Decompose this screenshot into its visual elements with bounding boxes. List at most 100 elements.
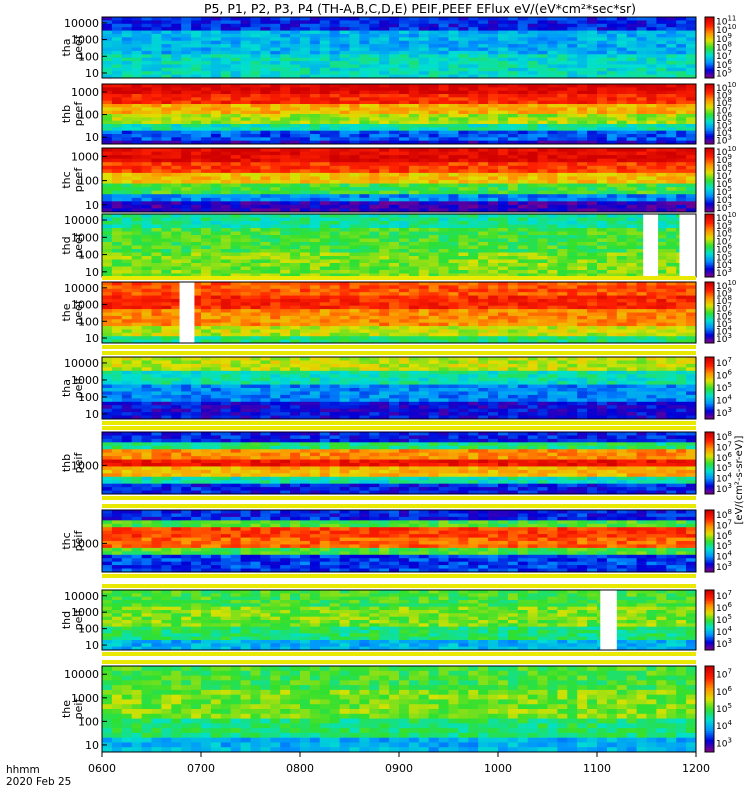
heatmap-cell [151, 40, 162, 45]
heatmap-cell [102, 87, 113, 92]
heatmap-cell [517, 252, 529, 257]
heatmap-cell [458, 214, 469, 219]
heatmap-cell [458, 90, 469, 95]
heatmap-cell [349, 217, 360, 222]
heatmap-cell [557, 231, 568, 236]
heatmap-cell [339, 201, 351, 206]
heatmap-cell [171, 270, 182, 275]
heatmap-cell [507, 148, 519, 153]
heatmap-cell [319, 67, 331, 72]
colorbar-swatch [705, 109, 714, 112]
heatmap-cell [121, 20, 133, 25]
heatmap-cell [250, 44, 261, 49]
heatmap-cell [349, 201, 360, 206]
heatmap-cell [131, 27, 143, 32]
heatmap-cell [240, 285, 252, 290]
heatmap-cell [438, 249, 450, 254]
heatmap-cell [418, 44, 430, 49]
heatmap-cell [369, 50, 380, 55]
heatmap-cell [389, 27, 400, 32]
heatmap-cell [240, 295, 252, 300]
heatmap-cell [201, 242, 212, 247]
heatmap-cell [250, 90, 261, 95]
heatmap-cell [606, 231, 618, 236]
heatmap-cell [210, 54, 222, 59]
heatmap-cell [636, 238, 648, 243]
heatmap-cell [300, 288, 311, 293]
heatmap-cell [458, 120, 469, 125]
heatmap-cell [111, 74, 123, 78]
heatmap-cell [250, 61, 261, 66]
heatmap-cell [468, 270, 479, 275]
heatmap-cell [646, 71, 657, 76]
heatmap-cell [656, 273, 667, 277]
heatmap-cell [587, 235, 598, 240]
heatmap-cell [171, 326, 182, 331]
heatmap-cell [418, 158, 430, 163]
heatmap-cell [260, 326, 271, 331]
heatmap-cell [309, 194, 321, 199]
heatmap-cell [290, 117, 301, 122]
heatmap-cell [418, 57, 430, 62]
heatmap-cell [686, 204, 696, 210]
heatmap-cell [418, 71, 430, 76]
heatmap-cell [408, 187, 420, 192]
heatmap-cell [577, 107, 588, 112]
heatmap-cell [102, 23, 113, 28]
heatmap-cell [498, 201, 509, 206]
heatmap-cell [448, 47, 459, 52]
heatmap-cell [606, 87, 618, 92]
heatmap-cell [498, 117, 509, 122]
heatmap-cell [676, 71, 687, 76]
heatmap-cell [171, 187, 182, 192]
heatmap-cell [468, 252, 479, 257]
heatmap-cell [201, 249, 212, 254]
heatmap-cell [369, 190, 380, 195]
heatmap-cell [240, 176, 252, 181]
heatmap-cell [369, 84, 380, 88]
heatmap-cell [250, 332, 261, 337]
heatmap-cell [517, 37, 529, 42]
heatmap-cell [498, 180, 509, 185]
heatmap-cell [369, 71, 380, 76]
heatmap-cell [309, 84, 321, 88]
heatmap-cell [458, 221, 469, 226]
heatmap-cell [606, 137, 618, 142]
heatmap-cell [557, 17, 568, 21]
heatmap-cell [478, 137, 489, 142]
heatmap-cell [230, 37, 242, 42]
heatmap-cell [646, 50, 657, 55]
heatmap-cell [656, 187, 667, 192]
heatmap-cell [517, 30, 529, 35]
heatmap-cell [646, 187, 657, 192]
heatmap-cell [230, 117, 242, 122]
heatmap-cell [270, 30, 281, 35]
heatmap-cell [319, 319, 331, 324]
heatmap-cell [280, 37, 291, 42]
heatmap-cell [250, 285, 261, 290]
heatmap-cell [626, 114, 638, 118]
heatmap-cell [507, 33, 519, 38]
heatmap-cell [280, 242, 291, 247]
heatmap-cell [181, 256, 192, 261]
heatmap-cell [161, 217, 172, 222]
heatmap-cell [547, 137, 558, 142]
heatmap-cell [577, 231, 588, 236]
heatmap-cell [250, 249, 261, 254]
heatmap-cell [408, 249, 420, 254]
heatmap-cell [547, 259, 558, 264]
heatmap-cell [517, 54, 529, 59]
heatmap-cell [448, 190, 459, 195]
heatmap-cell [458, 97, 469, 102]
heatmap-cell [557, 117, 568, 122]
heatmap-cell [309, 87, 321, 92]
heatmap-cell [438, 151, 450, 156]
heatmap-cell [220, 127, 232, 132]
heatmap-cell [597, 84, 608, 88]
heatmap-cell [399, 97, 410, 102]
heatmap-cell [666, 238, 677, 243]
heatmap-cell [309, 44, 321, 49]
heatmap-cell [606, 252, 618, 257]
heatmap-cell [646, 194, 657, 199]
heatmap-cell [181, 130, 192, 135]
